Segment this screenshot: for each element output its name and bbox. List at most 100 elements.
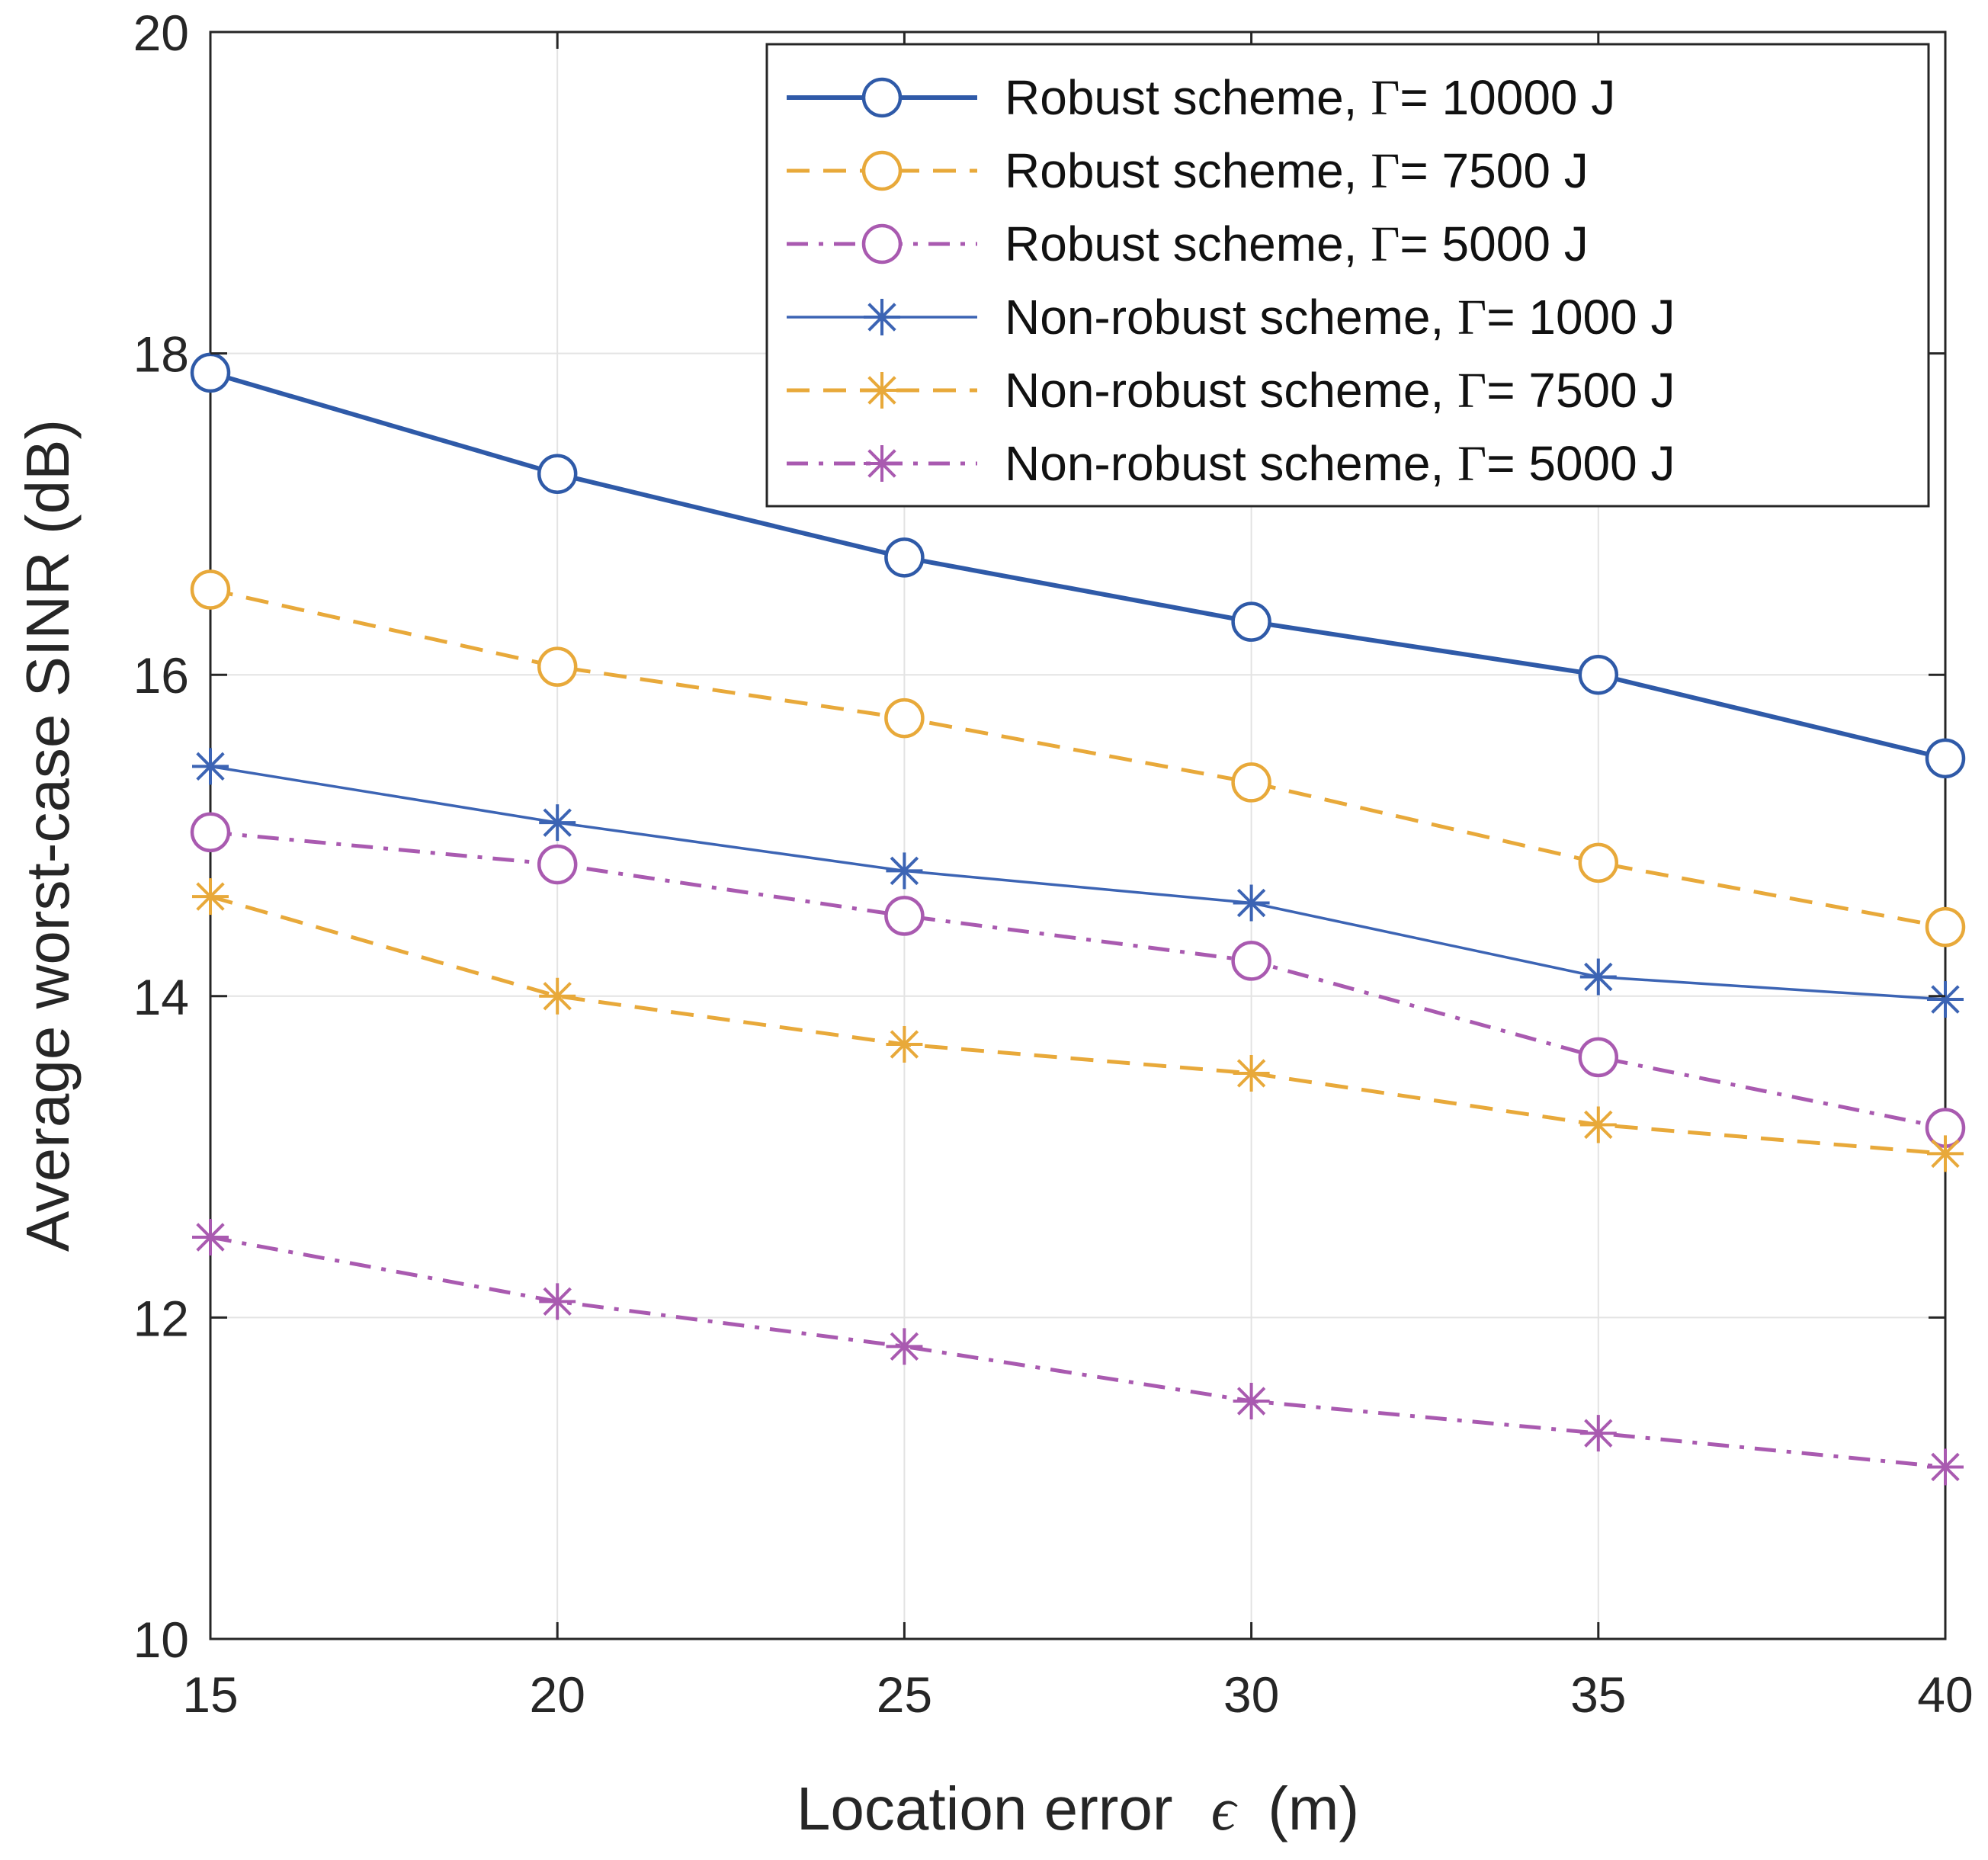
- data-point: [1579, 1106, 1617, 1143]
- data-point: [192, 1219, 229, 1256]
- legend-entry-2: Robust scheme, Γ= 7500 J: [787, 143, 1589, 199]
- data-point: [1927, 1448, 1964, 1486]
- legend-label-name: Non-robust scheme,: [1005, 363, 1457, 418]
- legend-label: Non-robust scheme, Γ= 5000 J: [1005, 436, 1675, 492]
- series-line: [210, 894, 1946, 1156]
- data-point: [1231, 762, 1271, 803]
- y-tick-label: 10: [133, 1611, 189, 1668]
- series-line: [210, 1235, 1946, 1469]
- data-point: [539, 977, 576, 1015]
- x-tick-label: 20: [529, 1666, 585, 1723]
- data-point: [1233, 1054, 1270, 1092]
- y-tick-label: 18: [133, 326, 189, 383]
- series-3: [190, 812, 1966, 1148]
- legend-marker: [861, 223, 903, 265]
- x-axis-label: Location error ϵ (m): [797, 1775, 1359, 1843]
- legend: Robust scheme, Γ= 10000 J Robust scheme, …: [765, 43, 1930, 508]
- x-tick-label: 25: [877, 1666, 932, 1723]
- data-point: [884, 896, 925, 936]
- data-point: [886, 852, 923, 890]
- data-point: [1233, 884, 1270, 922]
- x-tick-labels: 15 20 25 30 35 40: [182, 32, 1974, 1723]
- x-axis-label-unit: (m): [1268, 1775, 1359, 1842]
- data-point: [884, 537, 925, 578]
- y-tick-label: 16: [133, 647, 189, 704]
- legend-label-name: Robust scheme,: [1005, 70, 1371, 125]
- series-1: [190, 352, 1966, 779]
- data-point: [1231, 941, 1271, 981]
- data-point: [192, 748, 229, 785]
- data-point: [537, 454, 578, 494]
- data-point: [1925, 738, 1966, 779]
- x-axis-label-symbol: ϵ: [1211, 1776, 1238, 1843]
- legend-label: Robust scheme, Γ= 10000 J: [1005, 70, 1615, 126]
- legend-label: Robust scheme, Γ= 7500 J: [1005, 143, 1589, 199]
- y-tick-label: 12: [133, 1290, 189, 1346]
- legend-label-gamma: Γ: [1457, 436, 1486, 492]
- series-4: [192, 748, 1964, 1018]
- legend-marker: [864, 372, 900, 409]
- legend-marker: [861, 150, 903, 191]
- data-point: [1579, 958, 1617, 996]
- legend-label: Non-robust scheme, Γ= 1000 J: [1005, 290, 1675, 345]
- data-point: [1578, 842, 1619, 884]
- legend-label-name: Robust scheme,: [1005, 143, 1371, 198]
- legend-label-gamma: Γ: [1371, 216, 1400, 272]
- series-line: [210, 765, 1946, 1001]
- data-point: [190, 569, 231, 610]
- legend-label-gamma: Γ: [1371, 143, 1400, 199]
- legend-entry-1: Robust scheme, Γ= 10000 J: [787, 70, 1615, 126]
- legend-label-gamma: Γ: [1371, 70, 1400, 126]
- series-layer: [190, 352, 1966, 1486]
- series-line: [210, 588, 1946, 929]
- data-point: [1233, 1383, 1270, 1420]
- legend-label-value: = 1000 J: [1486, 290, 1675, 345]
- y-tick-label: 14: [133, 969, 189, 1025]
- legend-entry-4: Non-robust scheme, Γ= 1000 J: [787, 290, 1675, 345]
- legend-entry-3: Robust scheme, Γ= 5000 J: [787, 216, 1589, 272]
- data-point: [190, 812, 231, 853]
- legend-marker: [864, 445, 900, 482]
- data-point: [539, 1283, 576, 1320]
- legend-label-name: Robust scheme,: [1005, 216, 1371, 271]
- y-tick-labels: 10 12 14 16 18 20: [133, 5, 1945, 1668]
- x-axis-label-text: Location error: [797, 1775, 1173, 1842]
- legend-label-value: = 5000 J: [1486, 436, 1675, 491]
- data-point: [539, 804, 576, 842]
- legend-marker: [861, 77, 903, 118]
- data-point: [886, 1328, 923, 1365]
- series-5: [192, 878, 1964, 1172]
- data-point: [1579, 1415, 1617, 1452]
- data-point: [886, 1026, 923, 1063]
- legend-box: [765, 43, 1930, 508]
- legend-label: Robust scheme, Γ= 5000 J: [1005, 216, 1589, 272]
- legend-label-name: Non-robust scheme,: [1005, 290, 1457, 345]
- data-point: [192, 878, 229, 916]
- x-tick-label: 15: [182, 1666, 238, 1723]
- series-line: [210, 830, 1946, 1130]
- legend-label-value: = 7500 J: [1400, 143, 1588, 198]
- y-axis-label: Average worst-case SINR (dB): [14, 419, 82, 1252]
- data-point: [1578, 1037, 1619, 1078]
- data-point: [537, 844, 578, 885]
- legend-label-name: Non-robust scheme,: [1005, 436, 1457, 491]
- legend-entry-6: Non-robust scheme, Γ= 5000 J: [787, 436, 1675, 492]
- data-point: [1578, 654, 1619, 695]
- legend-label-value: = 5000 J: [1400, 216, 1588, 271]
- legend-label: Non-robust scheme, Γ= 7500 J: [1005, 363, 1675, 418]
- data-point: [1925, 906, 1966, 948]
- data-point: [190, 352, 231, 393]
- legend-label-gamma: Γ: [1457, 363, 1486, 418]
- x-tick-label: 35: [1570, 1666, 1626, 1723]
- data-point: [1927, 1135, 1964, 1172]
- legend-label-gamma: Γ: [1457, 290, 1486, 345]
- legend-marker: [864, 299, 900, 335]
- data-point: [1927, 981, 1964, 1018]
- x-tick-label: 40: [1917, 1666, 1973, 1723]
- data-point: [537, 646, 578, 687]
- legend-entry-5: Non-robust scheme, Γ= 7500 J: [787, 363, 1675, 418]
- y-tick-label: 20: [133, 5, 189, 61]
- data-point: [884, 698, 925, 739]
- x-tick-label: 30: [1223, 1666, 1279, 1723]
